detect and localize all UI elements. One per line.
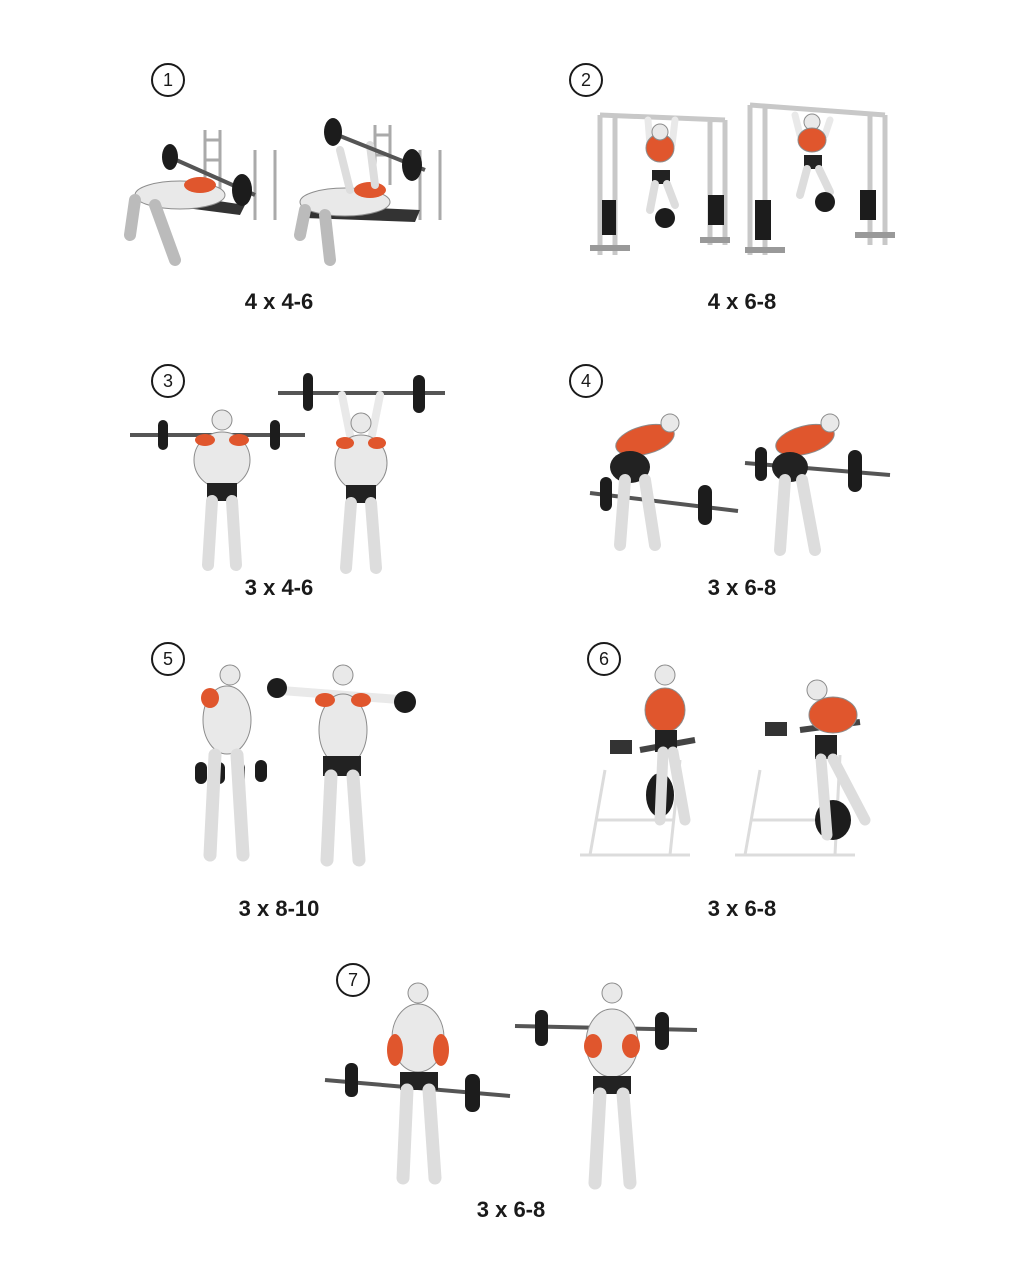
overhead-press-icon (130, 373, 445, 574)
bench-press-icon (124, 118, 442, 266)
sets-reps-label: 4 x 4-6 (244, 289, 314, 314)
exercise-number-badge: 4 (569, 364, 603, 398)
exercise-number-badge: 3 (151, 364, 185, 398)
exercise-number-badge: 6 (587, 642, 621, 676)
lateral-raise-icon (195, 664, 416, 867)
exercise-number-badge: 1 (151, 63, 185, 97)
sets-reps-label: 3 x 8-10 (238, 896, 320, 921)
barbell-curl-icon (324, 982, 698, 1190)
exercise-number-badge: 5 (151, 642, 185, 676)
pull-up-icon (590, 102, 895, 255)
sets-reps-label: 3 x 6-8 (707, 896, 777, 921)
bent-over-row-icon (589, 413, 891, 556)
exercise-number-badge: 7 (336, 963, 370, 997)
sets-reps-label: 3 x 6-8 (476, 1197, 546, 1222)
exercise-number-badge: 2 (569, 63, 603, 97)
weighted-dip-icon (580, 664, 871, 857)
sets-reps-label: 3 x 6-8 (707, 575, 777, 600)
sets-reps-label: 3 x 4-6 (244, 575, 314, 600)
sets-reps-label: 4 x 6-8 (707, 289, 777, 314)
